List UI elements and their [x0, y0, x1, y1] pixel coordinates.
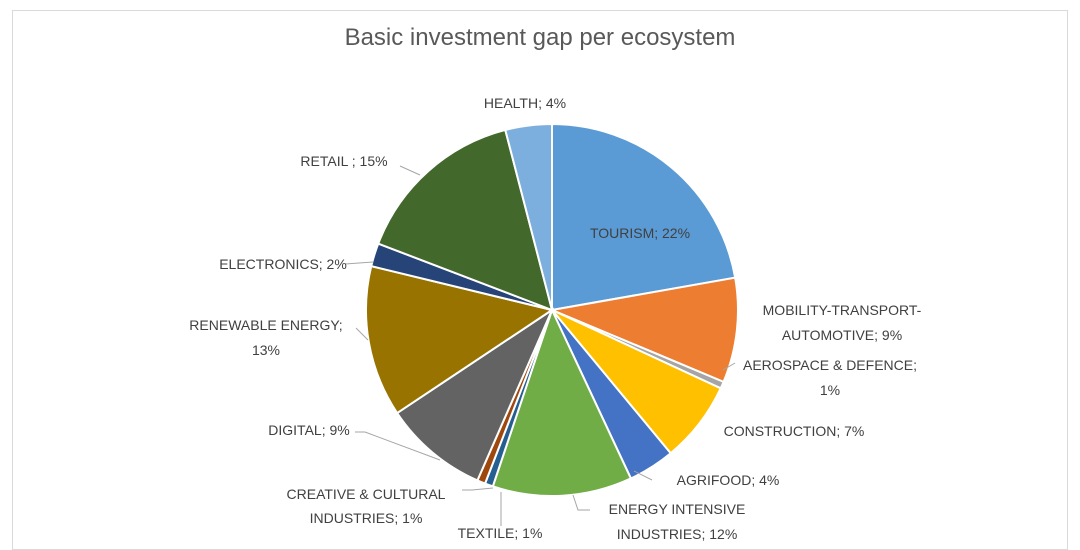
- slice-label-4: AGRIFOOD; 4%: [677, 472, 780, 488]
- leader-line-11: [399, 165, 421, 176]
- pie-slice-9: [364, 264, 555, 415]
- leader-line-8: [355, 431, 441, 461]
- slice-label-8: DIGITAL; 9%: [268, 422, 349, 438]
- leader-line-9: [355, 327, 369, 341]
- slice-label-3: CONSTRUCTION; 7%: [724, 423, 865, 439]
- leader-line-4: [633, 470, 653, 481]
- pie-slice-11: [376, 128, 554, 312]
- slice-label-1: MOBILITY-TRANSPORT-AUTOMOTIVE; 9%: [763, 302, 922, 343]
- slice-label-9: RENEWABLE ENERGY; 13%: [189, 317, 342, 358]
- slice-label-0: TOURISM; 22%: [590, 225, 690, 241]
- pie-slice-1: [548, 276, 739, 384]
- slice-label-11: RETAIL ; 15%: [300, 153, 387, 169]
- slice-label-12: HEALTH; 4%: [484, 95, 566, 111]
- pie-slice-12: [504, 122, 553, 311]
- leader-line-2: [722, 362, 736, 371]
- chart-title: Basic investment gap per ecosystem: [344, 24, 736, 51]
- slice-label-2: AEROSPACE & DEFENCE; 1%: [743, 357, 917, 398]
- leader-line-7: [462, 487, 494, 491]
- pie-slice-0: [551, 122, 737, 312]
- slice-label-10: ELECTRONICS; 2%: [219, 256, 347, 272]
- slice-label-6: TEXTILE; 1%: [458, 525, 543, 541]
- pie-slice-8: [395, 307, 555, 482]
- slice-label-7: CREATIVE & CULTURAL INDUSTRIES; 1%: [287, 486, 446, 526]
- leader-line-10: [344, 261, 374, 265]
- slice-label-5: ENERGY INTENSIVE INDUSTRIES; 12%: [609, 501, 746, 542]
- pie-slice-5: [491, 307, 633, 497]
- leader-line-5: [572, 494, 590, 511]
